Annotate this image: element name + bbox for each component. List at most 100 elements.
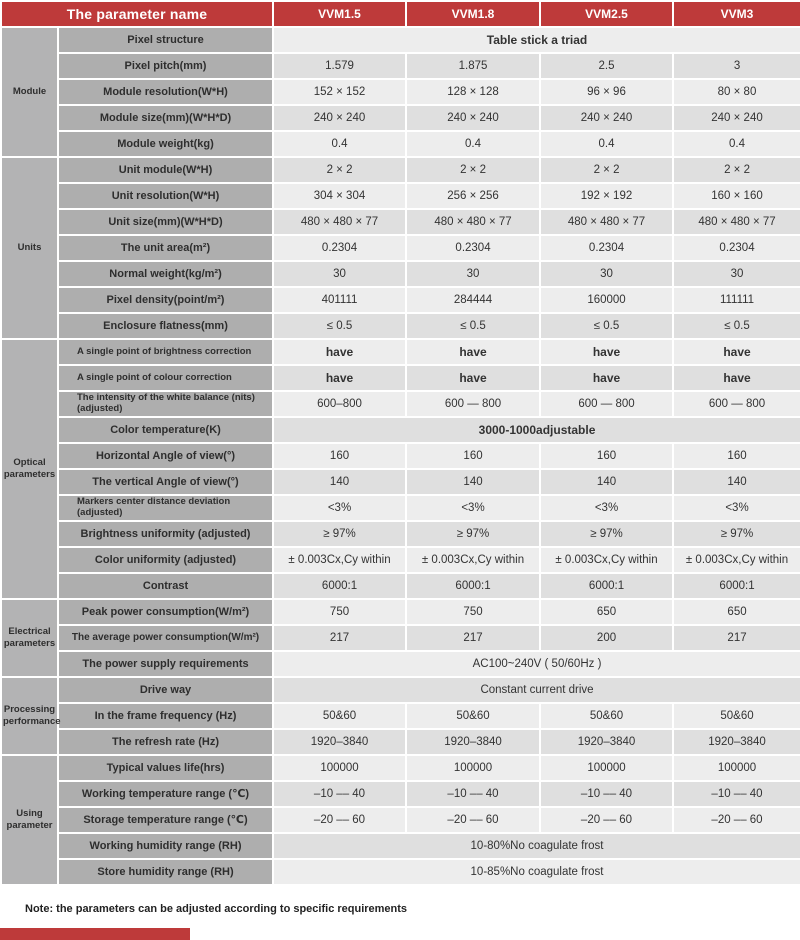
value-cell: 600 — 800 [672,390,800,418]
value-cell: 750 [272,598,408,626]
value-cell: 152 × 152 [272,78,408,106]
value-cell: <3% [539,494,675,522]
value-cell: 30 [405,260,542,288]
parameter-name-header: The parameter name [0,0,275,28]
value-cell: have [672,338,800,366]
value-cell: 217 [672,624,800,652]
value-cell: 50&60 [405,702,542,730]
table-row: Unit resolution(W*H) 304 × 304 256 × 256 19… [1,182,800,210]
value-cell: 600 — 800 [539,390,675,418]
merged-value-cell: 10-85%No coagulate frost [272,858,800,886]
parameter-label: In the frame frequency (Hz) [56,702,275,730]
value-cell: 140 [405,468,542,496]
parameter-label: Working temperature range (℃) [56,780,275,808]
parameter-label: Pixel density(point/m²) [56,286,275,314]
value-cell: have [539,338,675,366]
parameter-label: Contrast [56,572,275,600]
parameter-label: A single point of brightness correction [56,338,275,366]
value-cell: 1.579 [272,52,408,80]
value-cell: ≤ 0.5 [405,312,542,340]
value-cell: –20 –– 60 [539,806,675,834]
value-cell: 284444 [405,286,542,314]
value-cell: 160 [272,442,408,470]
value-cell: 1920–3840 [272,728,408,756]
value-cell: 0.2304 [539,234,675,262]
parameter-label: Pixel structure [56,26,275,54]
value-cell: 140 [272,468,408,496]
parameter-label: The intensity of the white balance (nits… [56,390,275,418]
value-cell: 480 × 480 × 77 [672,208,800,236]
value-cell: have [405,364,542,392]
table-row: Store humidity range (RH) 10-85%No coagul… [1,858,800,886]
value-cell: <3% [272,494,408,522]
parameter-label: Normal weight(kg/m²) [56,260,275,288]
value-cell: –20 –– 60 [272,806,408,834]
merged-value-cell: AC100~240V ( 50/60Hz ) [272,650,800,678]
table-row: Brightness uniformity (adjusted) ≥ 97% ≥ 9… [1,520,800,548]
table-row: Color uniformity (adjusted) ± 0.003Cx,Cy … [1,546,800,574]
value-cell: 304 × 304 [272,182,408,210]
parameter-label: Color temperature(K) [56,416,275,444]
value-cell: 50&60 [272,702,408,730]
value-cell: 650 [539,598,675,626]
section-label: Module [0,26,59,158]
value-cell: 50&60 [672,702,800,730]
value-cell: 480 × 480 × 77 [539,208,675,236]
value-cell: ± 0.003Cx,Cy within [272,546,408,574]
table-row: Color temperature(K) 3000-1000adjustable [1,416,800,444]
table-row: The vertical Angle of view(°) 140 140 140 14… [1,468,800,496]
parameter-label: Peak power consumption(W/m²) [56,598,275,626]
table-row: Pixel pitch(mm) 1.579 1.875 2.5 3 [1,52,800,80]
section-label: Processing performance [0,676,61,756]
value-cell: ± 0.003Cx,Cy within [539,546,675,574]
value-cell: ≥ 97% [539,520,675,548]
parameter-label: Brightness uniformity (adjusted) [56,520,275,548]
value-cell: 401111 [272,286,408,314]
merged-value-cell: Table stick a triad [272,26,800,54]
value-cell: 2 × 2 [539,156,675,184]
value-cell: 160 [539,442,675,470]
table-row: Storage temperature range (℃) –20 –– 60 –2… [1,806,800,834]
parameter-label: Working humidity range (RH) [56,832,275,860]
column-header-vvm1.8: VVM1.8 [405,0,542,28]
parameter-label: Drive way [56,676,275,704]
parameter-label: The average power consumption(W/m²) [56,624,275,652]
table-row: Normal weight(kg/m²) 30 30 30 30 [1,260,800,288]
table-row: The average power consumption(W/m²) 217 21… [1,624,800,652]
value-cell: 600 — 800 [405,390,542,418]
value-cell: 30 [272,260,408,288]
value-cell: 240 × 240 [272,104,408,132]
column-header-vvm2.5: VVM2.5 [539,0,675,28]
value-cell: 1920–3840 [672,728,800,756]
value-cell: <3% [672,494,800,522]
table-row: Using parameter Typical values life(hrs) 1… [0,754,800,886]
parameter-label: Store humidity range (RH) [56,858,275,886]
value-cell: 80 × 80 [672,78,800,106]
parameter-label: The vertical Angle of view(°) [56,468,275,496]
table-row: Working temperature range (℃) –10 –– 40 –1… [1,780,800,808]
table-row: Horizontal Angle of view(°) 160 160 160 160 [1,442,800,470]
value-cell: 2 × 2 [272,156,408,184]
parameter-label: Color uniformity (adjusted) [56,546,275,574]
value-cell: 1920–3840 [405,728,542,756]
table-row: Electrical parameters Peak power consumpt… [0,598,800,678]
value-cell: 160 [672,442,800,470]
value-cell: ≤ 0.5 [672,312,800,340]
value-cell: 6000:1 [539,572,675,600]
table-row: The unit area(m²) 0.2304 0.2304 0.2304 0.230… [1,234,800,262]
parameter-label: A single point of colour correction [56,364,275,392]
value-cell: 0.2304 [272,234,408,262]
value-cell: have [672,364,800,392]
value-cell: 160 × 160 [672,182,800,210]
value-cell: –10 –– 40 [672,780,800,808]
value-cell: 6000:1 [272,572,408,600]
value-cell: ≥ 97% [405,520,542,548]
value-cell: 600–800 [272,390,408,418]
parameter-label: The unit area(m²) [56,234,275,262]
merged-value-cell: 10-80%No coagulate frost [272,832,800,860]
table-row: Optical parameters A single point of brig… [0,338,800,600]
value-cell: 0.4 [539,130,675,158]
value-cell: –20 –– 60 [405,806,542,834]
value-cell: ± 0.003Cx,Cy within [672,546,800,574]
